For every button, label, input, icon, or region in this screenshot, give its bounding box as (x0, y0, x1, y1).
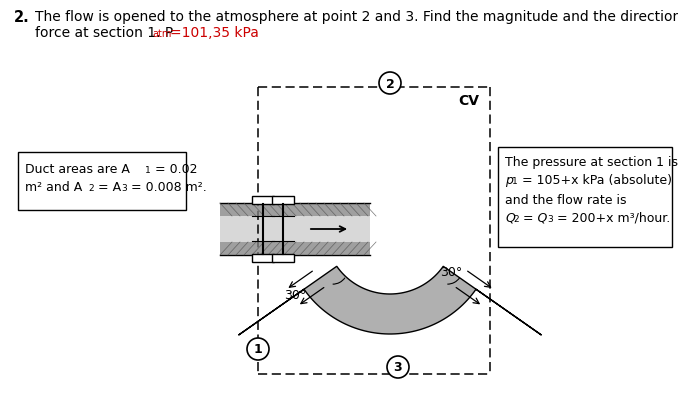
FancyBboxPatch shape (498, 147, 672, 247)
Text: = 0.008 m².: = 0.008 m². (127, 180, 207, 194)
Circle shape (379, 73, 401, 95)
Text: = 105+x kPa (absolute): = 105+x kPa (absolute) (518, 173, 672, 187)
Polygon shape (272, 254, 294, 262)
Polygon shape (239, 267, 542, 335)
Polygon shape (220, 204, 370, 216)
FancyBboxPatch shape (18, 153, 186, 211)
Text: 1: 1 (254, 343, 262, 356)
Text: 1: 1 (145, 166, 151, 175)
Text: 3: 3 (547, 214, 553, 223)
Text: CV: CV (458, 94, 479, 108)
Text: = A: = A (94, 180, 121, 194)
Circle shape (387, 356, 409, 378)
Text: Q: Q (505, 211, 515, 224)
Text: and the flow rate is: and the flow rate is (505, 194, 626, 206)
Text: 2: 2 (386, 77, 395, 90)
Text: The pressure at section 1 is: The pressure at section 1 is (505, 156, 678, 169)
Text: The flow is opened to the atmosphere at point 2 and 3. Find the magnitude and th: The flow is opened to the atmosphere at … (35, 10, 678, 24)
Polygon shape (220, 204, 370, 254)
Text: 2: 2 (513, 214, 519, 223)
Text: = 0.02: = 0.02 (151, 163, 197, 176)
Polygon shape (272, 197, 294, 204)
Text: 2: 2 (88, 183, 94, 192)
Text: 3: 3 (394, 361, 402, 374)
Text: 3: 3 (121, 183, 127, 192)
Text: 1: 1 (512, 177, 518, 185)
Text: 30°: 30° (284, 289, 306, 302)
Text: =101,35 kPa: =101,35 kPa (170, 26, 259, 40)
Text: 30°: 30° (440, 266, 462, 279)
Text: atm: atm (152, 29, 172, 39)
Text: = Q: = Q (519, 211, 547, 224)
Circle shape (247, 338, 269, 360)
Text: m² and A: m² and A (25, 180, 82, 194)
Text: = 200+x m³/hour.: = 200+x m³/hour. (553, 211, 671, 224)
Text: 2.: 2. (14, 10, 30, 25)
Text: force at section 1. P: force at section 1. P (35, 26, 174, 40)
Text: Duct areas are A: Duct areas are A (25, 163, 130, 176)
Text: p: p (505, 173, 513, 187)
Polygon shape (220, 242, 370, 255)
Polygon shape (252, 197, 274, 204)
Polygon shape (252, 254, 274, 262)
